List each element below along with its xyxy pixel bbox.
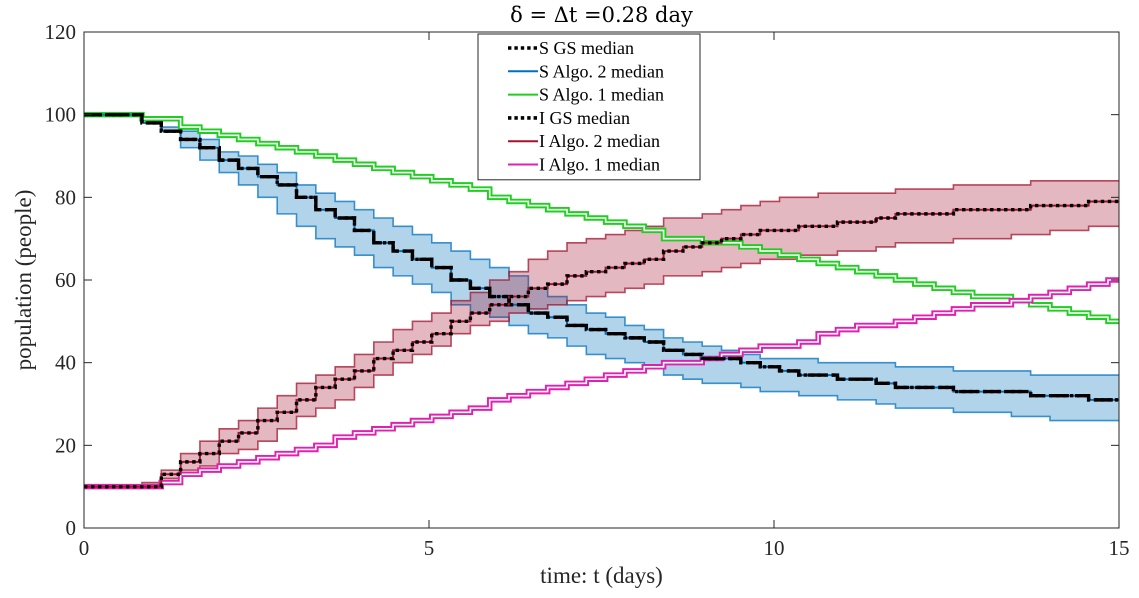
series-4 xyxy=(84,200,1119,488)
legend-label: I Algo. 2 median xyxy=(539,131,660,151)
y-tick-label: 0 xyxy=(66,516,77,540)
x-tick-label: 5 xyxy=(424,536,435,560)
legend-item: S GS median xyxy=(508,38,634,58)
legend-item: S Algo. 2 median xyxy=(508,61,664,81)
y-tick-label: 80 xyxy=(55,185,76,209)
band-upper-0 xyxy=(84,113,1119,376)
x-axis-label: time: t (days) xyxy=(540,563,663,588)
legend-item: I GS median xyxy=(508,108,630,128)
series-2 xyxy=(84,111,1119,325)
band-lower-0 xyxy=(84,113,1119,422)
y-tick-label: 20 xyxy=(55,433,76,457)
legend-label: S GS median xyxy=(539,38,634,58)
y-axis-label: population (people) xyxy=(11,190,36,371)
x-tick-label: 10 xyxy=(764,536,785,560)
legend-item: I Algo. 2 median xyxy=(508,131,660,151)
series-5 xyxy=(84,277,1119,490)
x-tick-label: 0 xyxy=(79,536,90,560)
legend-label: I GS median xyxy=(539,108,630,128)
chart-title: δ = Δt =0.28 day xyxy=(510,3,693,27)
legend: S GS median S Algo. 2 median S Algo. 1 med… xyxy=(477,33,701,181)
median-lines xyxy=(84,111,1119,490)
legend-item: I Algo. 1 median xyxy=(508,155,660,175)
x-tick-label: 15 xyxy=(1109,536,1130,560)
axis-ticks: 0 5 10 15 0 20 40 60 80 100 120 xyxy=(45,20,1130,560)
legend-label: S Algo. 2 median xyxy=(539,61,664,81)
band-lower-1 xyxy=(84,225,1119,488)
y-tick-label: 40 xyxy=(55,351,76,375)
band-upper-1 xyxy=(84,180,1119,488)
band-area-1 xyxy=(84,180,1119,487)
legend-label: I Algo. 1 median xyxy=(539,155,660,175)
legend-box xyxy=(477,33,701,181)
y-tick-label: 120 xyxy=(45,20,77,44)
legend-label: S Algo. 1 median xyxy=(539,85,664,105)
y-tick-label: 100 xyxy=(45,103,77,127)
series-0 xyxy=(84,112,1119,402)
y-tick-label: 60 xyxy=(55,268,76,292)
legend-item: S Algo. 1 median xyxy=(508,85,664,105)
